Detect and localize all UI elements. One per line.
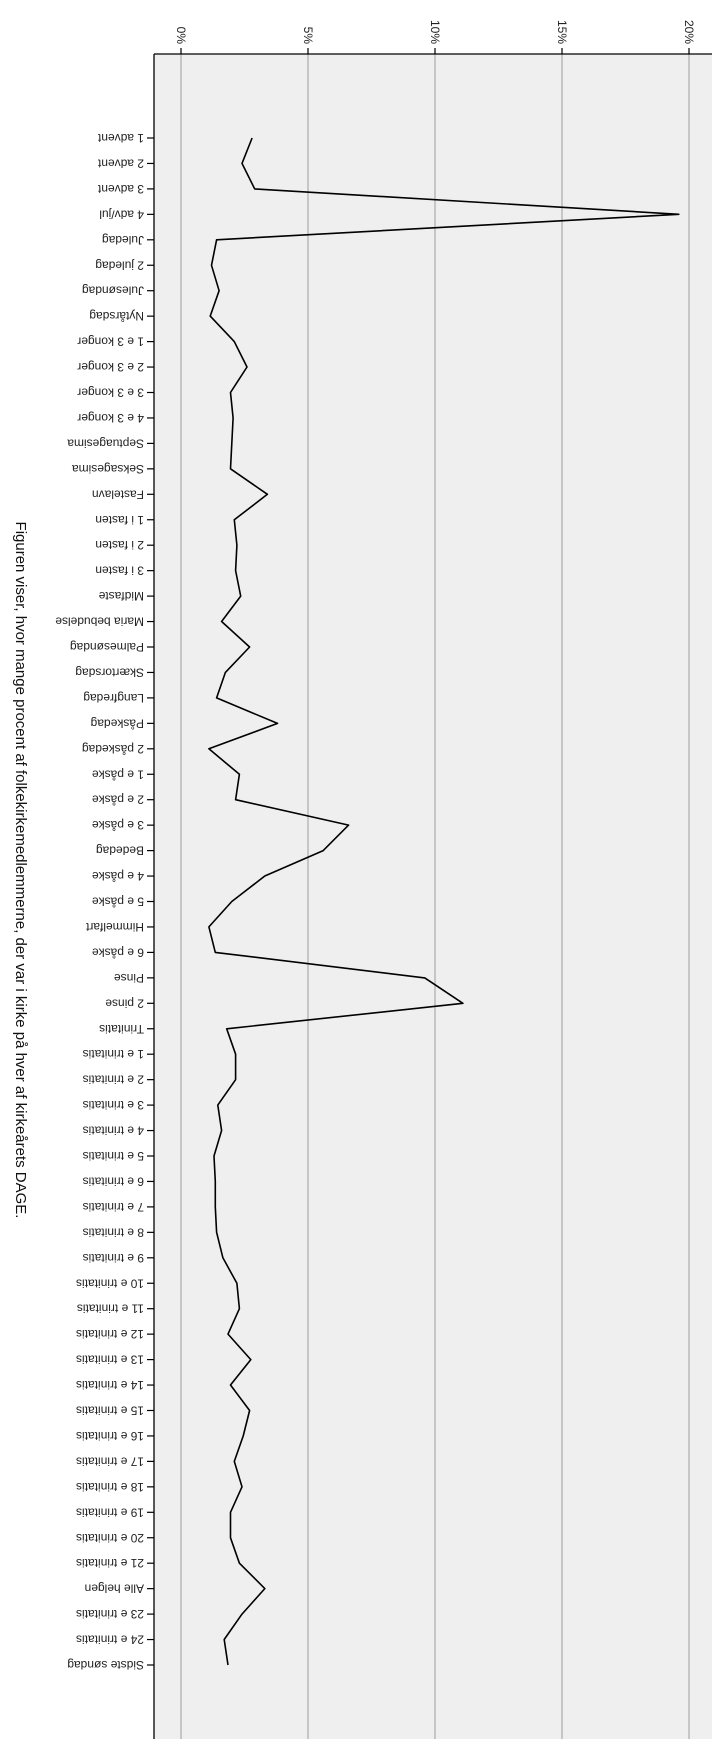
category-tick-label: 4 e 3 konger	[77, 411, 144, 425]
value-tick-label: 20%	[682, 20, 696, 44]
chart-caption: Figuren viser, hvor mange procent af fol…	[12, 522, 29, 1219]
category-tick-label: Langfredag	[83, 691, 144, 705]
category-tick-label: 1 e trinitatis	[83, 1047, 144, 1061]
category-tick-label: 2 e trinitatis	[83, 1073, 144, 1087]
category-tick-label: 11 e trinitatis	[77, 1302, 144, 1316]
category-tick-label: 2 e 3 konger	[77, 360, 144, 374]
category-tick-label: 3 e 3 konger	[77, 386, 144, 400]
gridlines	[180, 54, 690, 1739]
category-tick-label: 1 i fasten	[95, 513, 144, 527]
category-tick-label: 4 e trinitatis	[83, 1124, 144, 1138]
value-tick-label: 0%	[174, 27, 188, 45]
category-tick-label: Himmelfart	[85, 920, 144, 934]
category-tick-label: 5 e påske	[92, 895, 144, 909]
category-tick-label: Julesøndag	[82, 284, 144, 298]
category-tick-label: 16 e trinitatis	[76, 1429, 144, 1443]
category-tick-label: 24 e trinitatis	[76, 1633, 144, 1647]
category-tick-label: 13 e trinitatis	[76, 1353, 144, 1367]
category-tick-label: 3 e påske	[92, 818, 144, 832]
category-tick-label: Alle helgen	[85, 1582, 144, 1596]
category-tick-label: 1 e påske	[92, 767, 144, 781]
category-tick-label: Seksagesima	[72, 462, 144, 476]
category-tick-label: 20 e trinitatis	[76, 1531, 144, 1545]
category-tick-label: 3 advent	[97, 182, 144, 196]
category-tick-label: 1 advent	[97, 131, 144, 145]
category-tick-label: 2 påskedag	[82, 742, 144, 756]
value-tick-label: 5%	[301, 27, 315, 45]
plot-background	[154, 54, 712, 1739]
category-tick-label: 4 adv/jul	[99, 207, 144, 221]
category-tick-label: Septuagesima	[67, 436, 144, 450]
category-tick-label: 18 e trinitatis	[76, 1480, 144, 1494]
category-tick-label: Juledag	[102, 233, 144, 247]
category-tick-label: 1 e 3 konger	[77, 335, 144, 349]
category-tick-label: 12 e trinitatis	[76, 1327, 144, 1341]
category-tick-label: 2 advent	[97, 156, 144, 170]
category-tick-label: 9 e trinitatis	[83, 1251, 144, 1265]
category-tick-label: 23 e trinitatis	[76, 1607, 144, 1621]
category-tick-label: 7 e trinitatis	[83, 1200, 144, 1214]
category-tick-label: 14 e trinitatis	[76, 1378, 144, 1392]
category-tick-label: Sidste søndag	[67, 1658, 144, 1672]
category-tick-label: Nytårsdag	[89, 309, 144, 323]
category-tick-label: 10 e trinitatis	[76, 1276, 144, 1290]
category-tick-label: 8 e trinitatis	[83, 1225, 144, 1239]
category-tick-label: 6 e trinitatis	[83, 1174, 144, 1188]
category-tick-label: 6 e påske	[92, 945, 144, 959]
category-tick-label: 2 e påske	[92, 793, 144, 807]
category-tick-label: 3 i fasten	[95, 564, 144, 578]
value-ticks: 0% 5% 10% 15% 20%	[174, 20, 696, 54]
category-tick-label: Midfaste	[98, 589, 144, 603]
category-tick-label: 2 pinse	[105, 996, 144, 1010]
category-tick-label: 2 i fasten	[95, 538, 144, 552]
category-tick-label: 17 e trinitatis	[76, 1454, 144, 1468]
category-tick-label: 21 e trinitatis	[76, 1556, 144, 1570]
category-tick-label: Påskedag	[91, 716, 144, 730]
category-tick-label: Palmesøndag	[70, 640, 144, 654]
series-line	[208, 137, 680, 1666]
category-tick-label: Maria bebudelse	[55, 615, 144, 629]
category-tick-label: 19 e trinitatis	[76, 1505, 144, 1519]
category-tick-label: 5 e trinitatis	[83, 1149, 144, 1163]
category-tick-label: Pinse	[114, 971, 144, 985]
category-tick-label: 4 e påske	[92, 869, 144, 883]
category-ticks: 1 advent 2 advent 3 advent 4 adv/jul Juledag…	[55, 131, 154, 1672]
category-tick-label: Bededag	[96, 844, 144, 858]
category-tick-label: 3 e trinitatis	[83, 1098, 144, 1112]
value-tick-label: 15%	[555, 20, 569, 44]
category-tick-label: Trinitatis	[99, 1022, 144, 1036]
category-tick-label: Skærtorsdag	[75, 665, 144, 679]
category-tick-label: Fastelavn	[92, 487, 144, 501]
category-tick-label: 2 juledag	[95, 258, 144, 272]
value-tick-label: 10%	[428, 20, 442, 44]
category-tick-label: 15 e trinitatis	[76, 1404, 144, 1418]
